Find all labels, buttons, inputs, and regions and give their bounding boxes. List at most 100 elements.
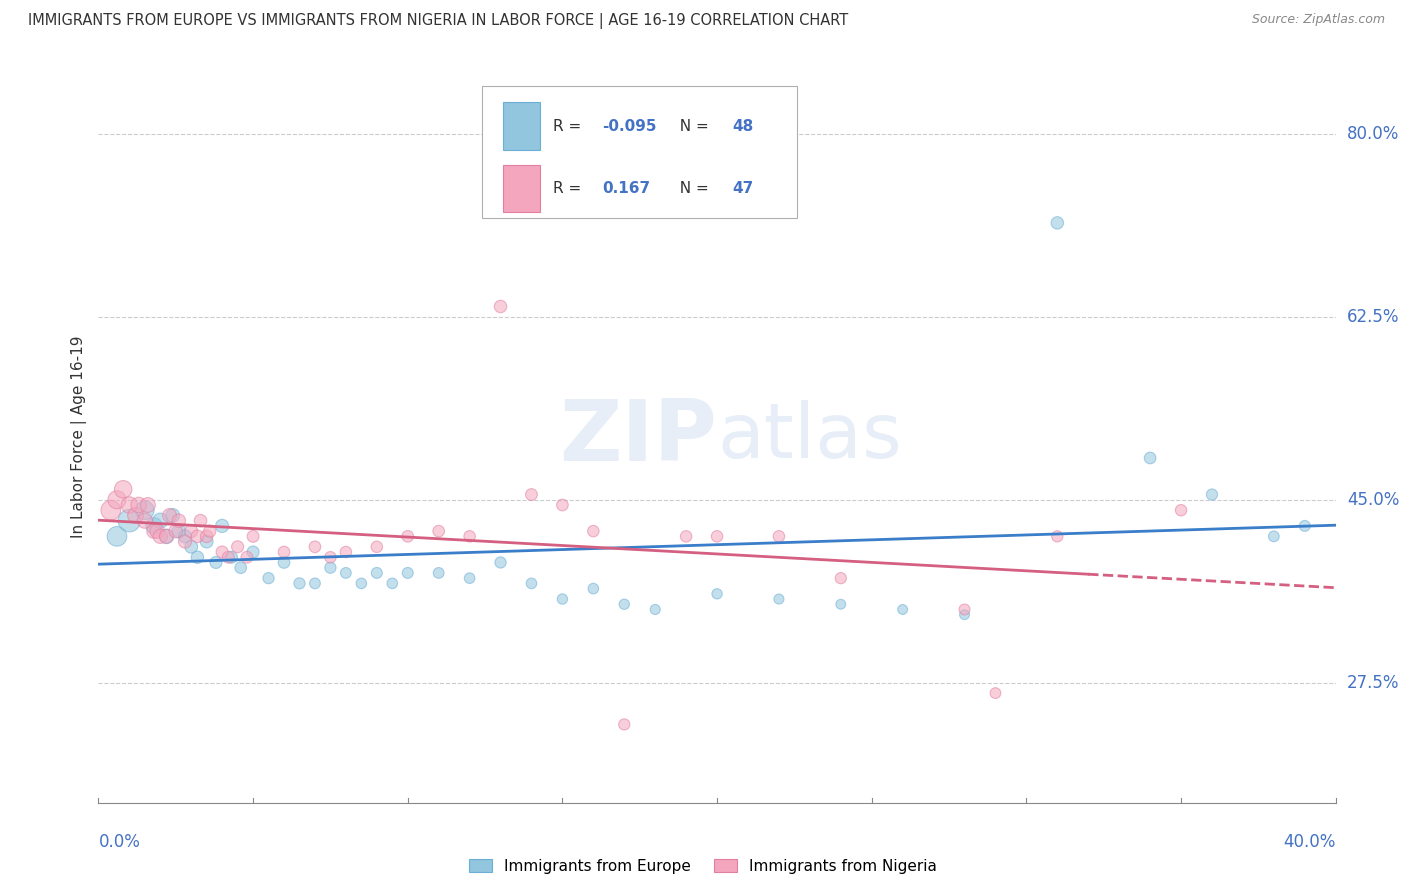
Point [159,508,181,523]
Point [198,524,221,538]
Point [366,566,388,580]
Point [205,556,228,570]
Point [195,529,218,543]
Legend: Immigrants from Europe, Immigrants from Nigeria: Immigrants from Europe, Immigrants from … [463,853,943,880]
Point [891,602,914,616]
Point [304,576,326,591]
Point [242,529,264,543]
Point [489,300,512,314]
Text: R =: R = [553,119,586,134]
Text: 62.5%: 62.5% [1347,308,1399,326]
Point [675,529,697,543]
Point [118,514,141,528]
Point [229,560,252,574]
Point [242,545,264,559]
Point [304,540,326,554]
Text: Source: ZipAtlas.com: Source: ZipAtlas.com [1251,13,1385,27]
Point [134,514,156,528]
Point [319,550,342,565]
Point [582,524,605,538]
Point [335,566,357,580]
Point [195,534,218,549]
Point [167,524,190,538]
Point [174,529,197,543]
Point [143,524,166,538]
Point [458,571,481,585]
Point [128,498,150,512]
Point [221,550,243,565]
FancyBboxPatch shape [503,103,540,150]
Point [706,529,728,543]
Point [149,514,172,528]
Point [180,540,202,554]
Text: 48: 48 [733,119,754,134]
Point [118,498,141,512]
Point [136,498,159,512]
Point [984,686,1007,700]
Point [551,498,574,512]
Text: -0.095: -0.095 [602,119,657,134]
Point [273,545,295,559]
Point [551,592,574,607]
Point [180,524,202,538]
Text: 45.0%: 45.0% [1347,491,1399,508]
Point [830,597,852,611]
Point [162,508,184,523]
Text: 27.5%: 27.5% [1347,673,1399,691]
Point [211,545,233,559]
Text: R =: R = [553,181,591,196]
Point [226,540,249,554]
Point [236,550,259,565]
Point [396,529,419,543]
Text: N =: N = [671,181,714,196]
Point [613,597,636,611]
Point [105,492,128,507]
Point [273,556,295,570]
Point [706,587,728,601]
Point [613,717,636,731]
Point [582,582,605,596]
Point [644,602,666,616]
Point [155,529,177,543]
Point [1294,519,1316,533]
FancyBboxPatch shape [503,165,540,212]
Point [155,529,177,543]
Text: ZIP: ZIP [560,395,717,479]
Point [186,529,208,543]
Point [830,571,852,585]
Text: atlas: atlas [717,401,901,474]
Point [1201,487,1223,501]
Point [768,592,790,607]
FancyBboxPatch shape [482,86,797,218]
Text: 80.0%: 80.0% [1347,125,1399,143]
Point [190,514,212,528]
Point [100,503,122,517]
Point [1263,529,1285,543]
Text: 40.0%: 40.0% [1284,833,1336,851]
Point [319,560,342,574]
Text: 0.167: 0.167 [602,181,650,196]
Point [143,519,166,533]
Text: 0.0%: 0.0% [98,833,141,851]
Point [350,576,373,591]
Text: N =: N = [671,119,714,134]
Point [186,550,208,565]
Point [257,571,280,585]
Text: IMMIGRANTS FROM EUROPE VS IMMIGRANTS FROM NIGERIA IN LABOR FORCE | AGE 16-19 COR: IMMIGRANTS FROM EUROPE VS IMMIGRANTS FRO… [28,13,848,29]
Text: 47: 47 [733,181,754,196]
Point [105,529,128,543]
Y-axis label: In Labor Force | Age 16-19: In Labor Force | Age 16-19 [72,335,87,539]
Point [134,503,156,517]
Point [381,576,404,591]
Point [165,524,187,538]
Point [124,508,146,523]
Point [366,540,388,554]
Point [953,602,976,616]
Point [335,545,357,559]
Point [427,524,450,538]
Point [149,529,172,543]
Point [288,576,311,591]
Point [520,487,543,501]
Point [1139,450,1161,465]
Point [427,566,450,580]
